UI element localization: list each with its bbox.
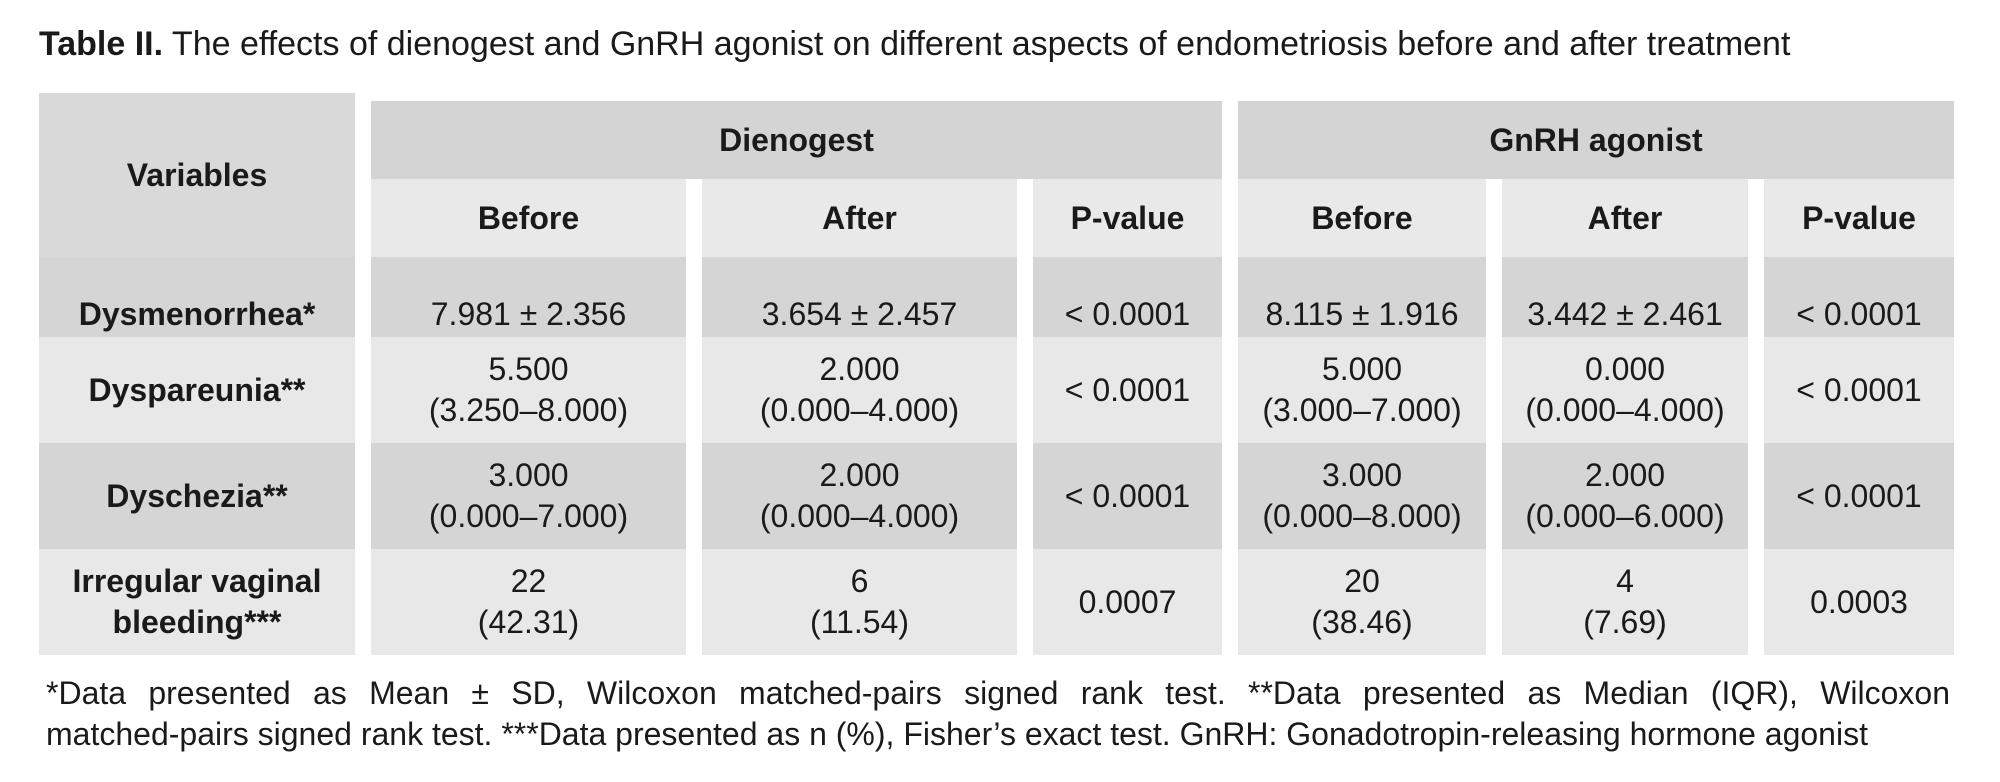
table-cell: 3.000 (0.000–8.000) bbox=[1238, 443, 1486, 549]
group-header-dienogest: Dienogest bbox=[371, 93, 1222, 179]
table-number: Table II. bbox=[39, 25, 164, 63]
table-cell: 6 (11.54) bbox=[702, 549, 1017, 655]
table-cell: 7.981 ± 2.356 bbox=[371, 257, 686, 337]
row-label: Dysmenorrhea* bbox=[39, 257, 355, 337]
table-cell: 0.000 (0.000–4.000) bbox=[1502, 337, 1748, 443]
table-cell: < 0.0001 bbox=[1764, 337, 1954, 443]
row-label: Dyschezia** bbox=[39, 443, 355, 549]
subheader-dienogest-after: After bbox=[702, 179, 1017, 257]
footnote-line-2: matched-pairs signed rank test. ***Data … bbox=[46, 716, 1868, 752]
variables-header: Variables bbox=[39, 93, 355, 257]
subheader-dienogest-p-value: P-value bbox=[1033, 179, 1222, 257]
table-cell: 20 (38.46) bbox=[1238, 549, 1486, 655]
table-cell: 2.000 (0.000–4.000) bbox=[702, 337, 1017, 443]
subheader-gnrh-before: Before bbox=[1238, 179, 1486, 257]
table-footnote: *Data presented as Mean ± SD, Wilcoxon m… bbox=[46, 673, 1950, 755]
subheader-gnrh-after: After bbox=[1502, 179, 1748, 257]
table-cell: 3.000 (0.000–7.000) bbox=[371, 443, 686, 549]
table-row: Irregular vaginal bleeding*** 22 (42.31) 6… bbox=[39, 549, 1954, 655]
table-cell: 0.0003 bbox=[1764, 549, 1954, 655]
row-label: Dyspareunia** bbox=[39, 337, 355, 443]
table-cell: < 0.0001 bbox=[1033, 257, 1222, 337]
table-cell: < 0.0001 bbox=[1764, 443, 1954, 549]
table-cell: < 0.0001 bbox=[1764, 257, 1954, 337]
footnote-line-1: *Data presented as Mean ± SD, Wilcoxon m… bbox=[46, 675, 1950, 711]
table-cell: 3.442 ± 2.461 bbox=[1502, 257, 1748, 337]
subheader-dienogest-before: Before bbox=[371, 179, 686, 257]
table-cell: 22 (42.31) bbox=[371, 549, 686, 655]
table-cell: 2.000 (0.000–4.000) bbox=[702, 443, 1017, 549]
results-table: Variables Dienogest GnRH agonist Before … bbox=[23, 93, 1970, 655]
table-row: Dyschezia** 3.000 (0.000–7.000) 2.000 (0.0… bbox=[39, 443, 1954, 549]
table-cell: 4 (7.69) bbox=[1502, 549, 1748, 655]
table-cell: < 0.0001 bbox=[1033, 443, 1222, 549]
table-row: Dysmenorrhea* 7.981 ± 2.356 3.654 ± 2.45… bbox=[39, 257, 1954, 337]
row-label: Irregular vaginal bleeding*** bbox=[39, 549, 355, 655]
table-cell: 0.0007 bbox=[1033, 549, 1222, 655]
table-cell: 5.500 (3.250–8.000) bbox=[371, 337, 686, 443]
table-cell: 8.115 ± 1.916 bbox=[1238, 257, 1486, 337]
table-cell: 3.654 ± 2.457 bbox=[702, 257, 1017, 337]
table-title: The effects of dienogest and GnRH agonis… bbox=[171, 25, 1791, 63]
subheader-gnrh-p-value: P-value bbox=[1764, 179, 1954, 257]
table-caption: Table II. The effects of dienogest and G… bbox=[39, 22, 1790, 66]
table-cell: < 0.0001 bbox=[1033, 337, 1222, 443]
table-cell: 2.000 (0.000–6.000) bbox=[1502, 443, 1748, 549]
table-row: Dyspareunia** 5.500 (3.250–8.000) 2.000 (0… bbox=[39, 337, 1954, 443]
table-cell: 5.000 (3.000–7.000) bbox=[1238, 337, 1486, 443]
group-header-gnrh-agonist: GnRH agonist bbox=[1238, 93, 1954, 179]
